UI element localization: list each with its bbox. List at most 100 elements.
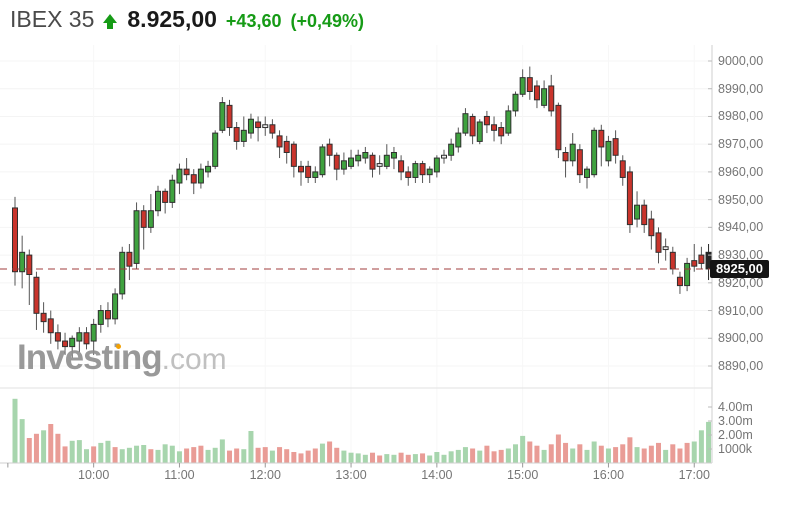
volume-bar [219,439,225,463]
quote-header: IBEX 35 8.925,00 +43,60 (+0,49%) [10,6,364,33]
candle [512,93,519,112]
candle [669,251,676,270]
volume-bar [334,447,340,463]
candle [83,332,90,345]
candle [562,151,569,162]
candle [283,140,290,153]
volume-bar [255,447,261,463]
volume-bar [184,448,190,463]
candle [104,310,111,320]
candle [698,254,705,264]
candle [362,151,369,159]
candle [312,171,319,178]
volume-bar [505,448,511,463]
volume-bar [605,448,611,463]
candles-layer [12,66,712,358]
volume-bar [627,437,633,463]
volume-bar [205,449,211,463]
candle [90,323,97,342]
candle [205,165,212,173]
candle [269,124,276,134]
candle [433,157,440,173]
volume-axis-label: 2.00m [718,428,753,442]
candle [591,129,598,176]
candle [448,143,455,156]
candle [333,154,340,170]
time-axis-label: 10:00 [78,468,110,482]
candle [619,160,626,178]
candle [469,115,476,137]
volume-bar [33,433,39,463]
candle [169,179,176,203]
candle [290,143,297,167]
volume-bar [577,444,583,463]
volume-bar [169,445,175,463]
price-axis-label: 8980,00 [718,109,764,124]
volume-bar [98,442,104,463]
price-axis-label: 8910,00 [718,303,764,318]
candle [112,293,119,320]
volume-bar [513,444,518,463]
time-axis-label: 17:00 [678,468,710,482]
candle [212,132,219,167]
candle [119,251,126,295]
candle [548,85,555,112]
volume-bar [377,455,383,463]
price-change: +43,60 [225,11,282,31]
last-price: 8.925,00 [127,6,217,32]
time-axis-label: 13:00 [335,468,367,482]
candle [455,132,462,148]
candle [676,276,683,287]
candle [97,310,104,325]
volume-axis-label: 1000k [718,442,753,456]
candle [319,146,326,176]
candle [505,110,512,134]
volume-bar [477,450,483,463]
candle [569,143,576,162]
volume-bar [19,419,25,463]
candle [62,340,69,348]
volume-bar [584,449,590,463]
volume-bar [706,421,712,463]
candle [598,129,605,148]
volume-bar [327,441,333,463]
candle [183,168,190,176]
candle [255,121,262,129]
candle [126,251,133,267]
candle [348,157,355,167]
volume-bar [176,451,182,463]
volume-bar [591,441,597,463]
time-axis-label: 15:00 [507,468,539,482]
price-axis-label: 8940,00 [718,220,764,235]
volume-bar [141,445,147,463]
candle [355,154,362,162]
candle [605,140,612,162]
volume-bar [462,447,468,463]
candle [441,154,447,159]
time-axis-label: 11:00 [164,468,195,482]
volume-bar [69,440,75,463]
candle [555,104,562,151]
volume-bar [91,446,97,463]
candle [576,149,583,176]
volume-bar [148,449,154,463]
volume-bar [563,442,569,463]
time-axis-label: 16:00 [592,468,625,482]
volume-bar [634,447,640,463]
volume-bar [55,433,61,463]
candle [648,218,655,237]
volume-bar [348,452,354,463]
volume-bar [212,447,218,463]
volume-bar [434,452,440,463]
volume-bar [284,449,290,463]
candle [498,127,505,137]
volume-bar [319,443,325,463]
volume-bar [484,445,490,463]
price-axis-label: 8890,00 [718,358,764,373]
volume-bar [48,424,54,463]
volume-bar [698,430,704,463]
candle [262,124,269,129]
volume-bar [691,441,697,463]
volume-bar [162,444,168,463]
